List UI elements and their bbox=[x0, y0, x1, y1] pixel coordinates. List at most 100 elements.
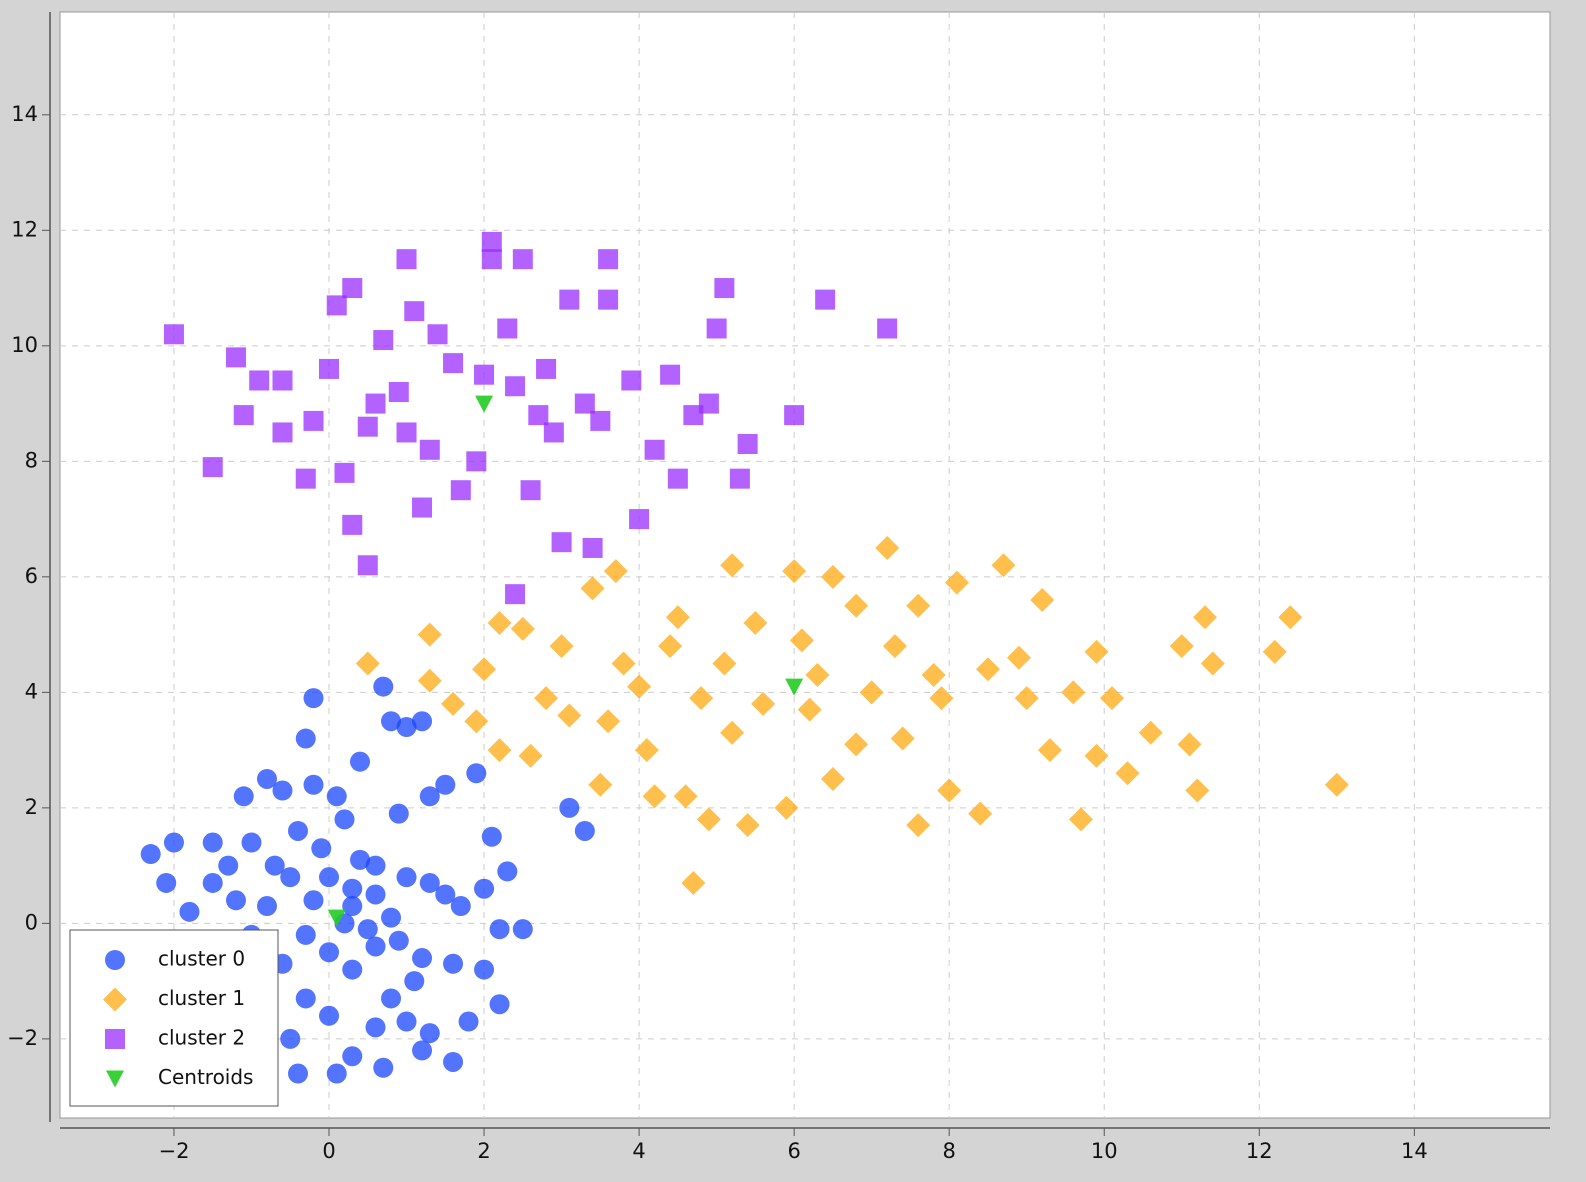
legend-marker bbox=[106, 1070, 124, 1088]
point bbox=[844, 732, 869, 757]
point bbox=[1262, 639, 1287, 664]
point bbox=[249, 370, 270, 391]
y-tick-label: −2 bbox=[7, 1026, 38, 1050]
point bbox=[706, 318, 727, 339]
legend-label: cluster 2 bbox=[158, 1026, 245, 1050]
point bbox=[1169, 634, 1194, 659]
point bbox=[443, 1051, 464, 1072]
point bbox=[805, 663, 830, 688]
point bbox=[396, 1011, 417, 1032]
point bbox=[627, 674, 652, 699]
point bbox=[1324, 772, 1349, 797]
point bbox=[1115, 761, 1140, 786]
point bbox=[474, 878, 495, 899]
point bbox=[582, 537, 603, 558]
point bbox=[441, 691, 466, 716]
point bbox=[412, 948, 433, 969]
point bbox=[737, 434, 758, 455]
point bbox=[435, 774, 456, 795]
point bbox=[729, 468, 750, 489]
point bbox=[326, 786, 347, 807]
point bbox=[658, 634, 683, 659]
point bbox=[412, 497, 433, 518]
point bbox=[559, 289, 580, 310]
point bbox=[1193, 605, 1218, 630]
point bbox=[396, 249, 417, 270]
y-tick-label: 14 bbox=[11, 102, 38, 126]
point bbox=[751, 691, 776, 716]
y-tick-label: 0 bbox=[25, 910, 38, 934]
point bbox=[1030, 587, 1055, 612]
point bbox=[365, 1017, 386, 1038]
point bbox=[280, 867, 301, 888]
point bbox=[225, 347, 246, 368]
point bbox=[598, 289, 619, 310]
point bbox=[466, 763, 487, 784]
point bbox=[373, 330, 394, 351]
point bbox=[450, 480, 471, 501]
point bbox=[975, 657, 1000, 682]
point bbox=[481, 249, 502, 270]
point bbox=[890, 726, 915, 751]
point bbox=[487, 738, 512, 763]
point bbox=[404, 301, 425, 322]
point bbox=[342, 896, 363, 917]
point bbox=[303, 774, 324, 795]
legend-box bbox=[69, 929, 279, 1107]
point bbox=[342, 959, 363, 980]
y-tick-label: 2 bbox=[25, 795, 38, 819]
point bbox=[163, 324, 184, 345]
point bbox=[1278, 605, 1303, 630]
point bbox=[256, 896, 277, 917]
point bbox=[419, 872, 440, 893]
legend-marker bbox=[103, 987, 127, 1012]
point bbox=[510, 616, 535, 641]
point bbox=[443, 953, 464, 974]
point bbox=[466, 451, 487, 472]
point bbox=[844, 593, 869, 618]
point bbox=[1185, 778, 1210, 803]
point bbox=[365, 936, 386, 957]
x-tick-label: 14 bbox=[1401, 1139, 1428, 1163]
point bbox=[218, 855, 239, 876]
point bbox=[991, 553, 1016, 578]
point bbox=[475, 395, 494, 413]
point bbox=[937, 778, 962, 803]
point bbox=[419, 1023, 440, 1044]
x-tick-label: 10 bbox=[1091, 1139, 1118, 1163]
point bbox=[574, 820, 595, 841]
x-tick-label: 6 bbox=[787, 1139, 800, 1163]
legend-label: cluster 0 bbox=[158, 947, 245, 971]
point bbox=[256, 768, 277, 789]
point bbox=[303, 890, 324, 911]
point bbox=[644, 439, 665, 460]
point bbox=[458, 1011, 479, 1032]
point bbox=[1014, 686, 1039, 711]
point bbox=[784, 405, 805, 426]
point bbox=[404, 971, 425, 992]
point bbox=[634, 738, 659, 763]
point bbox=[419, 439, 440, 460]
point bbox=[1200, 651, 1225, 676]
point bbox=[559, 797, 580, 818]
point bbox=[334, 809, 355, 830]
point bbox=[342, 278, 363, 299]
x-tick-label: 8 bbox=[943, 1139, 956, 1163]
point bbox=[342, 878, 363, 899]
point bbox=[140, 844, 161, 865]
y-tick-label: 10 bbox=[11, 333, 38, 357]
point bbox=[202, 872, 223, 893]
point bbox=[505, 584, 526, 605]
point bbox=[774, 795, 799, 820]
point bbox=[598, 249, 619, 270]
point bbox=[427, 324, 448, 345]
y-tick-label: 8 bbox=[25, 448, 38, 472]
x-tick-label: 2 bbox=[477, 1139, 490, 1163]
y-tick-label: 12 bbox=[11, 217, 38, 241]
point bbox=[388, 930, 409, 951]
point bbox=[712, 651, 737, 676]
point bbox=[528, 405, 549, 426]
point bbox=[590, 410, 611, 431]
point bbox=[512, 919, 533, 940]
point bbox=[629, 509, 650, 530]
